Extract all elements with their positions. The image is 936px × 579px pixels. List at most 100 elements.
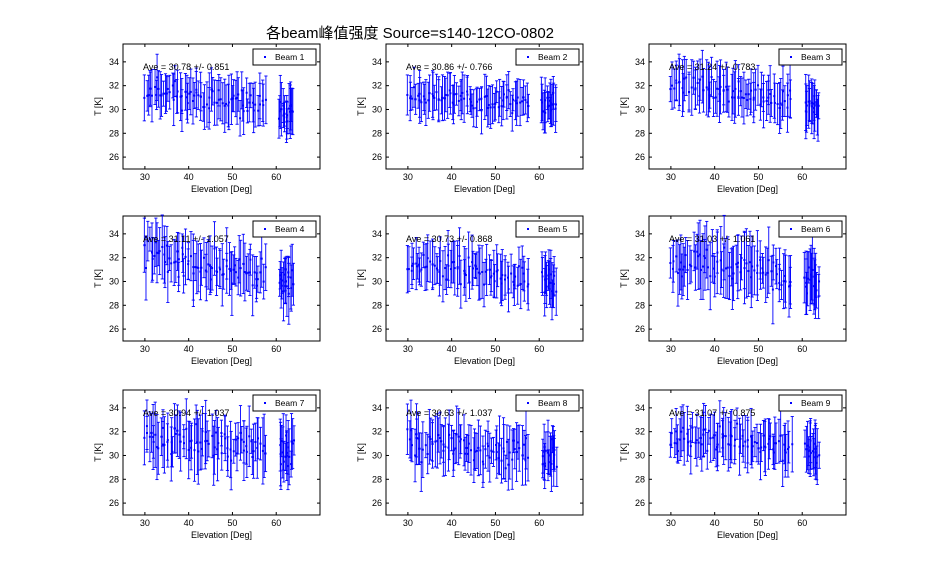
data-point <box>155 222 159 284</box>
marker <box>447 264 450 267</box>
data-point <box>457 85 461 117</box>
marker <box>814 290 817 293</box>
data-point <box>414 403 419 466</box>
data-point <box>439 424 443 459</box>
marker <box>738 445 741 448</box>
data-point <box>718 59 723 115</box>
data-point <box>423 243 427 291</box>
y-tick-label: 26 <box>372 498 382 508</box>
marker <box>463 272 466 275</box>
data-point <box>191 233 195 301</box>
data-point <box>186 242 190 281</box>
marker <box>543 462 546 465</box>
marker <box>242 449 245 452</box>
marker <box>807 266 810 269</box>
marker <box>420 461 423 464</box>
marker <box>163 253 166 256</box>
marker <box>188 440 191 443</box>
marker <box>756 84 759 87</box>
marker <box>435 91 438 94</box>
data-point <box>411 247 416 280</box>
y-tick-label: 26 <box>635 498 645 508</box>
marker <box>213 101 216 104</box>
marker <box>262 280 265 283</box>
y-tick-label: 30 <box>635 276 645 286</box>
data-point <box>156 421 160 475</box>
marker <box>495 443 498 446</box>
marker <box>767 442 770 445</box>
marker <box>765 99 768 102</box>
data-point <box>465 76 469 107</box>
marker <box>729 443 732 446</box>
marker <box>729 434 732 437</box>
marker <box>163 261 166 264</box>
y-tick-label: 28 <box>372 474 382 484</box>
data-point <box>198 414 202 471</box>
marker <box>173 427 176 430</box>
marker <box>197 94 200 97</box>
marker <box>286 465 289 468</box>
marker <box>259 442 262 445</box>
data-point <box>258 426 263 461</box>
x-axis-label: Elevation [Deg] <box>454 184 515 194</box>
data-point <box>245 98 249 124</box>
marker <box>493 106 496 109</box>
data-point <box>814 89 818 116</box>
data-point <box>712 411 717 459</box>
marker <box>759 450 762 453</box>
legend: Beam 2 <box>515 48 580 66</box>
data-point <box>755 423 759 463</box>
marker <box>815 101 818 104</box>
marker <box>159 94 162 97</box>
x-tick-label: 30 <box>140 344 150 354</box>
marker <box>692 76 695 79</box>
marker <box>288 107 291 110</box>
data-point <box>195 240 199 295</box>
data-point <box>711 78 716 117</box>
data-point <box>668 75 672 103</box>
data-series <box>405 66 558 135</box>
marker <box>153 254 156 257</box>
marker <box>467 442 470 445</box>
data-point <box>722 243 726 298</box>
marker <box>434 440 437 443</box>
data-point <box>783 85 787 117</box>
marker <box>770 270 773 273</box>
marker <box>495 451 498 454</box>
y-tick-label: 28 <box>635 474 645 484</box>
data-point <box>768 65 772 123</box>
marker <box>207 263 210 266</box>
data-point <box>264 75 268 125</box>
y-axis-label: T [K] <box>93 97 103 116</box>
data-point <box>217 80 221 120</box>
data-point <box>471 250 475 286</box>
data-point <box>777 418 781 464</box>
data-point <box>235 71 239 125</box>
marker <box>220 432 223 435</box>
marker <box>737 80 740 83</box>
data-point <box>696 222 700 290</box>
data-point <box>155 414 159 481</box>
marker <box>439 260 442 263</box>
marker <box>513 283 516 286</box>
marker <box>739 271 742 274</box>
data-point <box>688 245 692 285</box>
y-tick-label: 30 <box>372 276 382 286</box>
data-point <box>709 413 713 463</box>
marker <box>230 459 233 462</box>
marker <box>468 281 471 284</box>
marker <box>487 445 490 448</box>
marker <box>516 96 519 99</box>
marker <box>489 106 492 109</box>
marker <box>185 96 188 99</box>
marker <box>474 450 477 453</box>
marker <box>812 447 815 450</box>
marker <box>442 443 445 446</box>
data-point <box>191 77 195 125</box>
data-point <box>426 433 430 475</box>
data-point <box>472 428 477 470</box>
marker <box>700 443 703 446</box>
data-point <box>713 255 717 298</box>
marker <box>521 100 524 103</box>
data-point <box>154 79 159 111</box>
